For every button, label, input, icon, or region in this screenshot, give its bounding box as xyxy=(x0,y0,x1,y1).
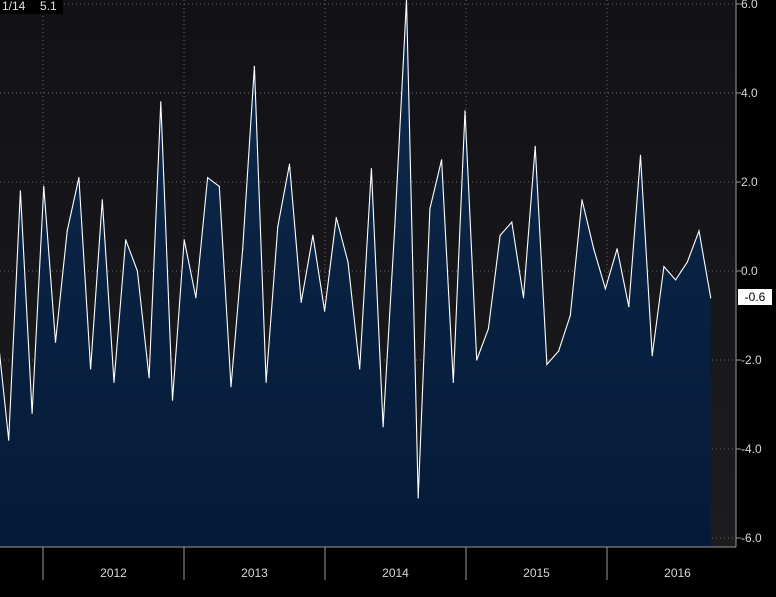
data-point xyxy=(686,261,688,263)
data-point xyxy=(558,350,560,352)
data-point xyxy=(242,248,244,250)
legend-value: 5.1 xyxy=(40,0,57,13)
data-point xyxy=(698,230,700,232)
data-point xyxy=(476,359,478,361)
data-point xyxy=(253,65,255,67)
legend-period: 1/14 xyxy=(2,0,26,13)
data-point xyxy=(160,101,162,103)
legend: 1/14 5.1 xyxy=(0,0,63,14)
y-tick-label: 2.0 xyxy=(741,175,758,189)
data-point xyxy=(136,270,138,272)
data-point xyxy=(171,399,174,401)
data-point xyxy=(335,217,337,219)
data-point xyxy=(347,261,349,263)
y-tick-label: -2.0 xyxy=(741,353,762,367)
data-point xyxy=(394,225,396,228)
x-axis-ticks: 2012 2013 2014 2015 2016 xyxy=(42,547,691,580)
data-point xyxy=(417,497,419,499)
data-point xyxy=(569,314,571,317)
data-point xyxy=(90,368,92,370)
data-point xyxy=(487,328,489,330)
data-point xyxy=(78,177,80,179)
last-value-badge: -0.6 xyxy=(738,289,772,305)
series-line xyxy=(0,0,712,498)
data-point xyxy=(616,248,618,250)
data-point xyxy=(148,377,150,379)
data-point xyxy=(370,168,372,170)
data-point xyxy=(359,368,361,370)
data-point xyxy=(441,159,443,161)
data-point xyxy=(651,355,653,357)
data-point xyxy=(207,177,209,179)
data-point xyxy=(452,381,454,383)
data-point xyxy=(663,266,665,268)
data-point xyxy=(382,426,384,428)
data-point xyxy=(639,154,642,156)
area-layer xyxy=(0,0,712,547)
data-point xyxy=(546,363,548,365)
data-point xyxy=(628,306,630,308)
data-point xyxy=(511,221,513,223)
y-axis-ticks: 6.0 4.0 2.0 0.0 -2.0 -4.0 -6.0 xyxy=(736,0,762,545)
data-point xyxy=(300,301,302,303)
data-point xyxy=(499,234,501,236)
data-point xyxy=(113,381,115,383)
y-tick-label: 4.0 xyxy=(741,86,758,100)
x-tick-label: 2016 xyxy=(664,566,691,580)
data-point xyxy=(464,110,466,112)
data-point xyxy=(218,185,220,187)
y-tick-label: -4.0 xyxy=(741,442,762,456)
x-tick-label: 2013 xyxy=(241,566,268,580)
data-point xyxy=(230,386,232,388)
y-tick-label: -6.0 xyxy=(741,531,762,545)
data-point xyxy=(183,239,185,241)
x-tick-label: 2015 xyxy=(523,566,550,580)
data-point xyxy=(288,163,291,165)
data-point xyxy=(675,279,677,281)
y-tick-label: 0.0 xyxy=(741,264,758,278)
data-point xyxy=(125,239,127,241)
data-point xyxy=(54,341,57,343)
data-point xyxy=(593,248,595,250)
data-point xyxy=(522,297,525,299)
data-point xyxy=(429,208,431,210)
data-point xyxy=(43,185,45,187)
axes xyxy=(0,0,737,548)
data-point xyxy=(19,190,21,192)
y-tick-label: 6.0 xyxy=(741,0,758,11)
series-area xyxy=(0,0,711,547)
data-point xyxy=(101,199,103,201)
data-point xyxy=(195,297,197,299)
data-point xyxy=(604,288,607,290)
x-tick-label: 2014 xyxy=(382,566,409,580)
data-point xyxy=(277,225,279,228)
data-point xyxy=(312,234,314,236)
data-point xyxy=(31,412,33,414)
data-point xyxy=(265,381,267,383)
data-point xyxy=(581,199,583,201)
data-point xyxy=(324,310,326,312)
data-point xyxy=(534,145,536,147)
x-tick-label: 2012 xyxy=(100,566,127,580)
data-point xyxy=(710,297,712,299)
data-point xyxy=(66,230,68,232)
data-point xyxy=(8,439,10,441)
